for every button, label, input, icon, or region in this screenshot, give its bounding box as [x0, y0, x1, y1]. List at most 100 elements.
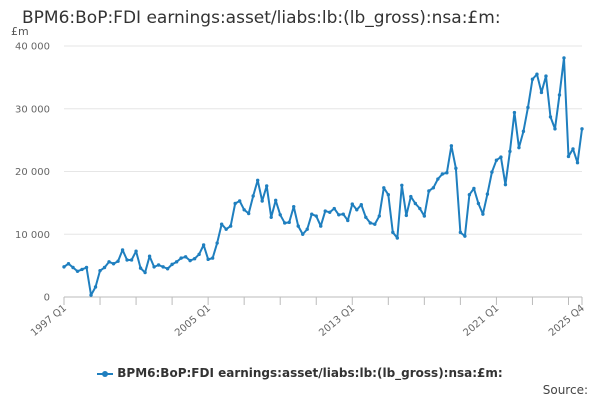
data-point: [251, 194, 255, 198]
data-point: [490, 170, 494, 174]
data-point: [445, 171, 449, 175]
data-point: [98, 268, 102, 273]
data-point: [481, 212, 485, 216]
data-point: [422, 214, 427, 218]
data-point: [409, 194, 413, 199]
data-point: [165, 267, 170, 271]
data-point: [391, 230, 395, 235]
data-point: [454, 166, 458, 171]
data-point: [373, 222, 377, 226]
data-point: [323, 209, 327, 213]
data-point: [485, 192, 490, 196]
data-point: [328, 210, 332, 214]
data-point: [152, 265, 156, 269]
data-point: [386, 193, 391, 197]
data-point: [170, 262, 174, 267]
data-point: [93, 285, 98, 289]
data-point: [305, 227, 309, 231]
data-point: [400, 183, 404, 188]
y-axis-ticks: 0 10 000 20 000 30 000 40 000: [15, 42, 50, 304]
data-point: [188, 258, 192, 263]
data-point: [71, 265, 75, 270]
data-point: [161, 265, 165, 269]
x-tick-label: 2005 Q1: [173, 303, 213, 339]
data-point: [382, 186, 386, 190]
chart-title: BPM6:BoP:FDI earnings:asset/liabs:lb:(lb…: [22, 8, 501, 28]
data-point: [449, 144, 454, 148]
data-point: [472, 186, 476, 191]
data-point: [575, 161, 580, 165]
data-point: [283, 221, 287, 225]
data-point: [557, 93, 562, 97]
data-point: [192, 257, 197, 261]
data-point: [346, 218, 350, 223]
data-point: [337, 213, 341, 217]
data-point: [174, 260, 179, 264]
data-point: [544, 74, 548, 78]
y-tick-label-0: 0: [44, 293, 50, 304]
data-point: [224, 227, 228, 231]
data-point: [314, 214, 318, 218]
data-point: [431, 186, 436, 190]
x-axis: 1997 Q1 2005 Q1 2013 Q1 2021 Q1 2025 Q4: [29, 297, 587, 339]
data-point: [143, 270, 147, 275]
data-point: [228, 224, 233, 228]
data-point: [75, 269, 80, 273]
data-point: [210, 256, 215, 260]
data-point: [503, 182, 508, 187]
legend[interactable]: BPM6:BoP:FDI earnings:asset/liabs:lb:(lb…: [0, 366, 600, 380]
data-point: [66, 262, 71, 266]
data-point: [458, 230, 463, 235]
data-point: [413, 201, 418, 206]
data-point: [183, 255, 188, 259]
data-point: [535, 72, 539, 76]
data-point: [201, 243, 206, 247]
legend-label: BPM6:BoP:FDI earnings:asset/liabs:lb:(lb…: [117, 366, 503, 380]
data-point: [355, 208, 359, 212]
data-point: [274, 198, 278, 203]
data-point: [332, 206, 336, 211]
series-line: [63, 56, 583, 297]
data-point: [206, 257, 210, 262]
data-point: [107, 260, 111, 264]
data-point: [476, 201, 481, 206]
data-point: [526, 105, 530, 110]
source-label: Source:: [542, 383, 588, 397]
data-point: [319, 224, 323, 228]
data-point: [84, 265, 89, 270]
data-point: [269, 215, 273, 220]
data-point: [436, 177, 440, 181]
data-point: [219, 222, 224, 226]
data-point: [292, 204, 296, 209]
data-point: [404, 213, 409, 218]
x-tick-label: 2013 Q1: [317, 303, 357, 339]
data-point: [512, 110, 517, 115]
legend-line-swatch-icon: [97, 370, 114, 377]
data-point: [246, 211, 251, 216]
data-point: [377, 214, 381, 218]
data-point: [237, 199, 242, 203]
data-point: [147, 254, 152, 258]
data-point: [341, 212, 345, 216]
data-point: [350, 202, 354, 206]
data-point: [499, 155, 503, 159]
gridlines: [64, 45, 582, 298]
y-tick-label-20000: 20 000: [15, 167, 50, 178]
y-tick-label-30000: 30 000: [15, 104, 50, 115]
data-point: [562, 56, 566, 60]
x-tick-label: 1997 Q1: [29, 303, 69, 339]
data-point: [80, 267, 84, 272]
x-tick-label: 2021 Q1: [461, 303, 501, 339]
data-point: [197, 252, 201, 257]
data-point: [580, 127, 584, 131]
y-tick-label-10000: 10 000: [15, 230, 50, 241]
data-point: [138, 266, 143, 270]
data-point: [102, 265, 107, 270]
data-point: [463, 234, 467, 238]
data-point: [89, 293, 93, 297]
data-point: [287, 220, 291, 225]
data-point: [310, 212, 314, 216]
data-point: [548, 115, 553, 119]
data-point: [134, 249, 138, 253]
